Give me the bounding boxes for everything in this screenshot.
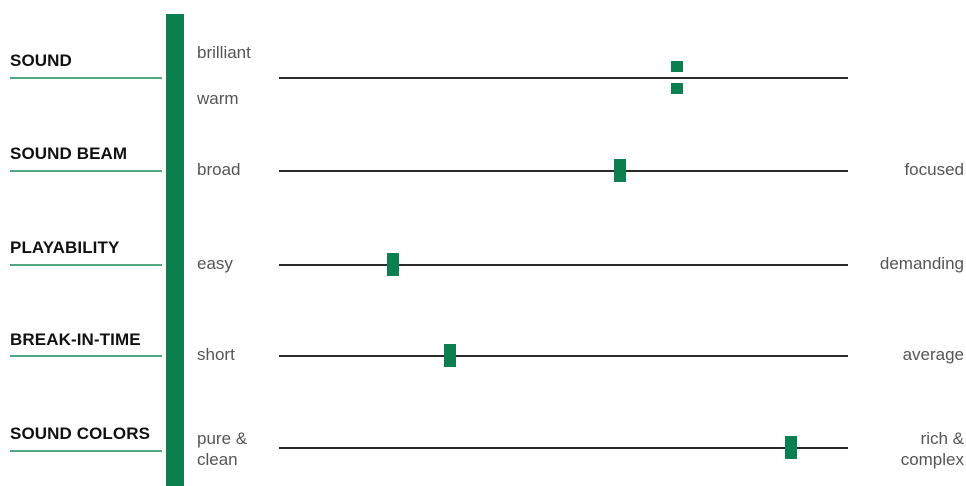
left-pole-label: pure & clean [197, 429, 248, 469]
row-title-underline [10, 264, 162, 266]
row-title: BREAK-IN-TIME [10, 330, 141, 349]
row-title: PLAYABILITY [10, 238, 120, 257]
row-title: SOUND BEAM [10, 144, 128, 163]
row-title: SOUND [10, 51, 72, 70]
scale-line [279, 264, 848, 266]
value-marker [443, 344, 456, 367]
row-title-underline [10, 355, 162, 357]
left-pole-label: broad [197, 160, 241, 179]
right-pole-label: demanding [879, 254, 964, 273]
value-marker-lower [671, 83, 684, 94]
row-title: SOUND COLORS [10, 424, 151, 443]
scale-line [279, 447, 848, 449]
scale-line [279, 355, 848, 357]
value-marker [386, 253, 399, 276]
value-marker [785, 436, 798, 459]
left-pole-label: brilliant [197, 43, 251, 62]
left-pole-label: easy [197, 254, 233, 273]
right-pole-label: average [902, 345, 964, 364]
value-marker-upper [671, 61, 684, 72]
left-pole-label: short [197, 345, 235, 364]
vertical-accent-bar [166, 14, 184, 486]
right-pole-label: warm [197, 89, 239, 108]
right-pole-label: focused [904, 160, 964, 179]
right-pole-label: rich & complex [900, 429, 964, 469]
value-marker [614, 159, 627, 182]
row-title-underline [10, 450, 162, 452]
row-title-underline [10, 77, 162, 79]
scale-line [279, 77, 848, 79]
row-title-underline [10, 170, 162, 172]
scale-line [279, 170, 848, 172]
